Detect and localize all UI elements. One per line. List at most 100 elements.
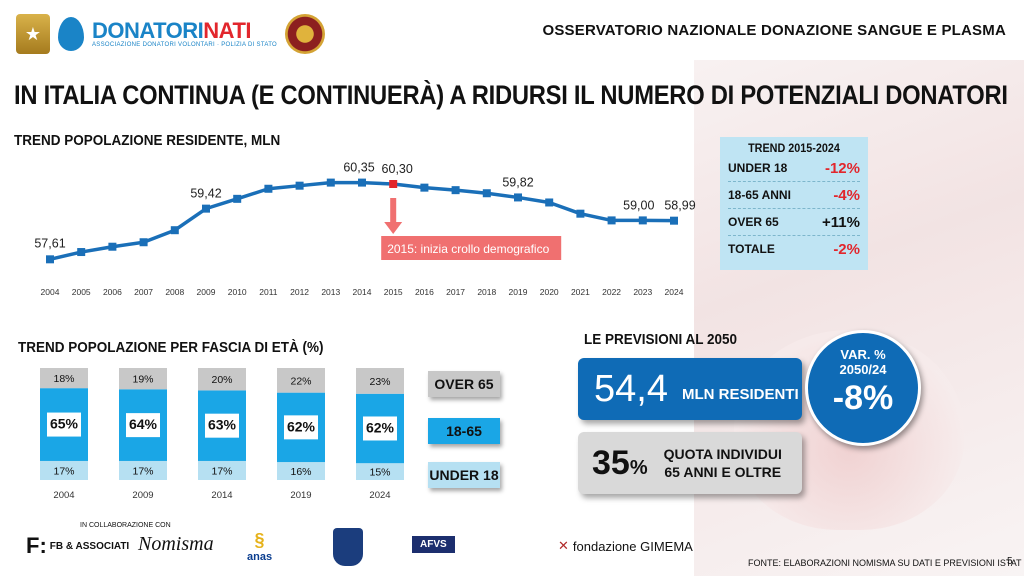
logo-subtitle: ASSOCIAZIONE DONATORI VOLONTARI · POLIZI… (92, 42, 278, 48)
trend-row-value: -4% (833, 186, 860, 204)
bar-value-label: 17% (132, 465, 153, 477)
trend-rows: UNDER 18 -12% 18-65 ANNI -4% OVER 65 +11% TOTA… (720, 155, 868, 262)
data-point (264, 184, 273, 193)
partner-gimema-text: fondazione GIMEMA (572, 538, 693, 554)
x-tick-label: 2021 (571, 287, 590, 297)
data-point (326, 178, 335, 187)
data-point (108, 242, 117, 251)
trend-row: UNDER 18 -12% (728, 155, 860, 182)
bar-value-box (126, 413, 160, 438)
bar-value-label: 22% (290, 375, 311, 387)
data-point (545, 198, 554, 207)
x-tick-label: 2014 (353, 287, 372, 297)
residents-value: 54,4 (594, 367, 668, 410)
bar-segment-under-18 (198, 460, 246, 480)
trend-row-value: +11% (822, 213, 860, 231)
bar-value-label: 63% (208, 417, 237, 433)
trend-box-title: TREND 2015-2024 (748, 141, 840, 155)
forecast-title: LE PREVISIONI AL 2050 (584, 331, 738, 348)
bar-value-label: 19% (132, 374, 153, 386)
bar-value-label: 62% (287, 418, 316, 434)
data-point (576, 209, 585, 218)
x-tick-label: 2009 (132, 490, 153, 501)
age-group-bar-chart: 17% 65% 18% 2004 17% 64% 19% 2009 17% 63% 20% 2014 1… (40, 368, 404, 501)
logo-text-b: NATI (203, 18, 251, 43)
observatory-title: OSSERVATORIO NAZIONALE DONAZIONE SANGUE … (542, 22, 1006, 39)
page-title: IN ITALIA CONTINUA (E CONTINUERÀ) A RIDU… (14, 80, 1008, 110)
partner-nomisma: Nomisma (138, 533, 214, 555)
x-tick-label: 2010 (228, 287, 247, 297)
x-tick-label: 2017 (446, 287, 465, 297)
page-number: 5 (1007, 556, 1013, 567)
data-label: 59,42 (190, 187, 221, 201)
police-shield-icon (333, 528, 363, 566)
collaboration-label: IN COLLABORAZIONE CON (80, 522, 171, 529)
x-tick-label: 2004 (41, 287, 60, 297)
bar-value-box (363, 416, 397, 441)
data-label: 58,99 (664, 199, 695, 213)
partner-afvs-text: AFVS (420, 539, 447, 550)
logo-text-a: DONATORI (92, 18, 204, 43)
source-note: FONTE: ELABORAZIONI NOMISMA SU DATI E PR… (748, 558, 1022, 568)
legend-18-65: 18-65 (428, 418, 500, 444)
residents-label: MLN RESIDENTI (681, 385, 799, 403)
population-line-chart: 2004 57,61 2005 2006 2007 2008 2009 59,42 2010 20… (34, 161, 695, 297)
bar-value-label: 23% (369, 376, 390, 388)
data-point (638, 216, 647, 225)
bar-value-label: 17% (211, 465, 232, 477)
trend-row-label: 18-65 ANNI (728, 188, 791, 202)
data-point (514, 193, 522, 202)
data-point (670, 216, 678, 225)
x-tick-label: 2011 (259, 287, 278, 297)
trend-row: TOTALE -2% (728, 236, 860, 262)
residents-forecast-box: 54,4 MLN RESIDENTI (578, 358, 802, 420)
bar-segment-over-65 (277, 368, 325, 393)
seal-icon (285, 14, 326, 54)
x-tick-label: 2012 (290, 287, 309, 297)
data-point (295, 181, 304, 190)
annotation-arrow-head (384, 222, 403, 234)
bar-segment-under-18 (119, 460, 167, 480)
quota-label-2: 65 ANNI E OLTRE (664, 464, 782, 480)
annotation-text: 2015: inizia crollo demografico (387, 242, 549, 256)
trend-row: 18-65 ANNI -4% (728, 182, 860, 209)
data-label: 60,35 (343, 161, 374, 175)
partner-anas-text: anas (247, 551, 273, 563)
quota-forecast-box: 35% QUOTA INDIVIDUI 65 ANNI E OLTRE (578, 432, 802, 494)
x-tick-label: 2007 (134, 287, 153, 297)
var-value: -8% (832, 379, 894, 417)
bar-value-box (47, 412, 81, 437)
x-tick-label: 2009 (197, 287, 216, 297)
bar-segment-over-65 (40, 368, 88, 389)
annotation-box (381, 236, 562, 260)
donatorinati-logo: DONATORINATI ASSOCIAZIONE DONATORI VOLON… (92, 18, 278, 49)
x-tick-label: 2020 (540, 287, 559, 297)
x-tick-label: 2006 (103, 287, 122, 297)
x-tick-label: 2019 (290, 490, 311, 501)
bar-chart-title: TREND POPOLAZIONE PER FASCIA DI ETÀ (%) (18, 339, 324, 356)
bar-value-label: 15% (369, 467, 390, 479)
data-point (202, 204, 210, 213)
trend-row-label: TOTALE (728, 242, 775, 256)
bar-value-box (284, 415, 318, 440)
trend-row-label: OVER 65 (728, 215, 779, 229)
partner-fb-text: FB & ASSOCIATI (49, 540, 130, 552)
trend-row: OVER 65 +11% (728, 209, 860, 236)
data-point (139, 238, 148, 247)
x-tick-label: 2023 (633, 287, 652, 297)
bar-segment-over-65 (119, 368, 167, 390)
var-label-1: VAR. % (840, 347, 886, 362)
x-tick-label: 2024 (665, 287, 684, 297)
partner-afvs: AFVS (412, 536, 455, 553)
variation-circle: VAR. % 2050/24 -8% (805, 330, 921, 446)
x-tick-label: 2016 (415, 287, 434, 297)
bar-value-label: 64% (129, 416, 158, 432)
bar-segment-under-18 (277, 462, 325, 480)
partner-anas: § anas (247, 530, 273, 563)
x-tick-label: 2022 (602, 287, 621, 297)
data-point (607, 216, 616, 225)
data-point (389, 180, 398, 188)
data-point (233, 194, 242, 203)
legend-under-18: UNDER 18 (428, 462, 500, 488)
bar-value-label: 17% (53, 465, 74, 477)
